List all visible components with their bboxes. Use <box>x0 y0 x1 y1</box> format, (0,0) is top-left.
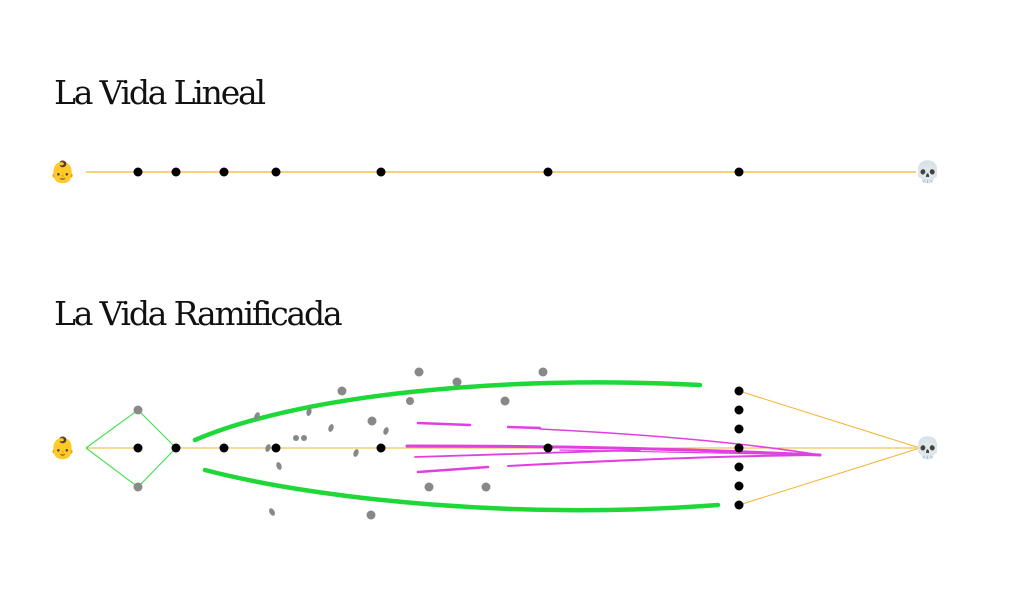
scattered-possibilities <box>254 367 548 520</box>
linear-life-timeline: 👶 💀 <box>50 159 941 184</box>
linear-milestone-5 <box>376 167 386 177</box>
early-branch-nodes <box>133 405 143 492</box>
branched-life-timeline: 👶 💀 <box>50 367 941 520</box>
linear-milestone-2 <box>171 167 181 177</box>
linear-milestone-3 <box>219 167 229 177</box>
baby-face-icon: 👶 <box>50 159 76 184</box>
linear-milestone-7 <box>734 167 744 177</box>
skull-icon: 💀 <box>915 435 941 460</box>
linear-life-title: La Vida Lineal <box>54 73 266 112</box>
upper-branch-path <box>192 380 703 443</box>
lower-branch-path <box>202 467 721 513</box>
linear-milestone-4 <box>271 167 281 177</box>
branched-milestones <box>133 443 553 453</box>
linear-milestone-6 <box>543 167 553 177</box>
branched-fan-lines <box>86 390 921 506</box>
parallel-outcomes-column <box>734 386 744 510</box>
linear-milestone-1 <box>133 167 143 177</box>
skull-icon: 💀 <box>915 159 941 184</box>
baby-face-icon: 👶 <box>50 435 76 460</box>
branched-life-title: La Vida Ramificada <box>54 294 343 333</box>
converging-strands <box>405 421 822 474</box>
